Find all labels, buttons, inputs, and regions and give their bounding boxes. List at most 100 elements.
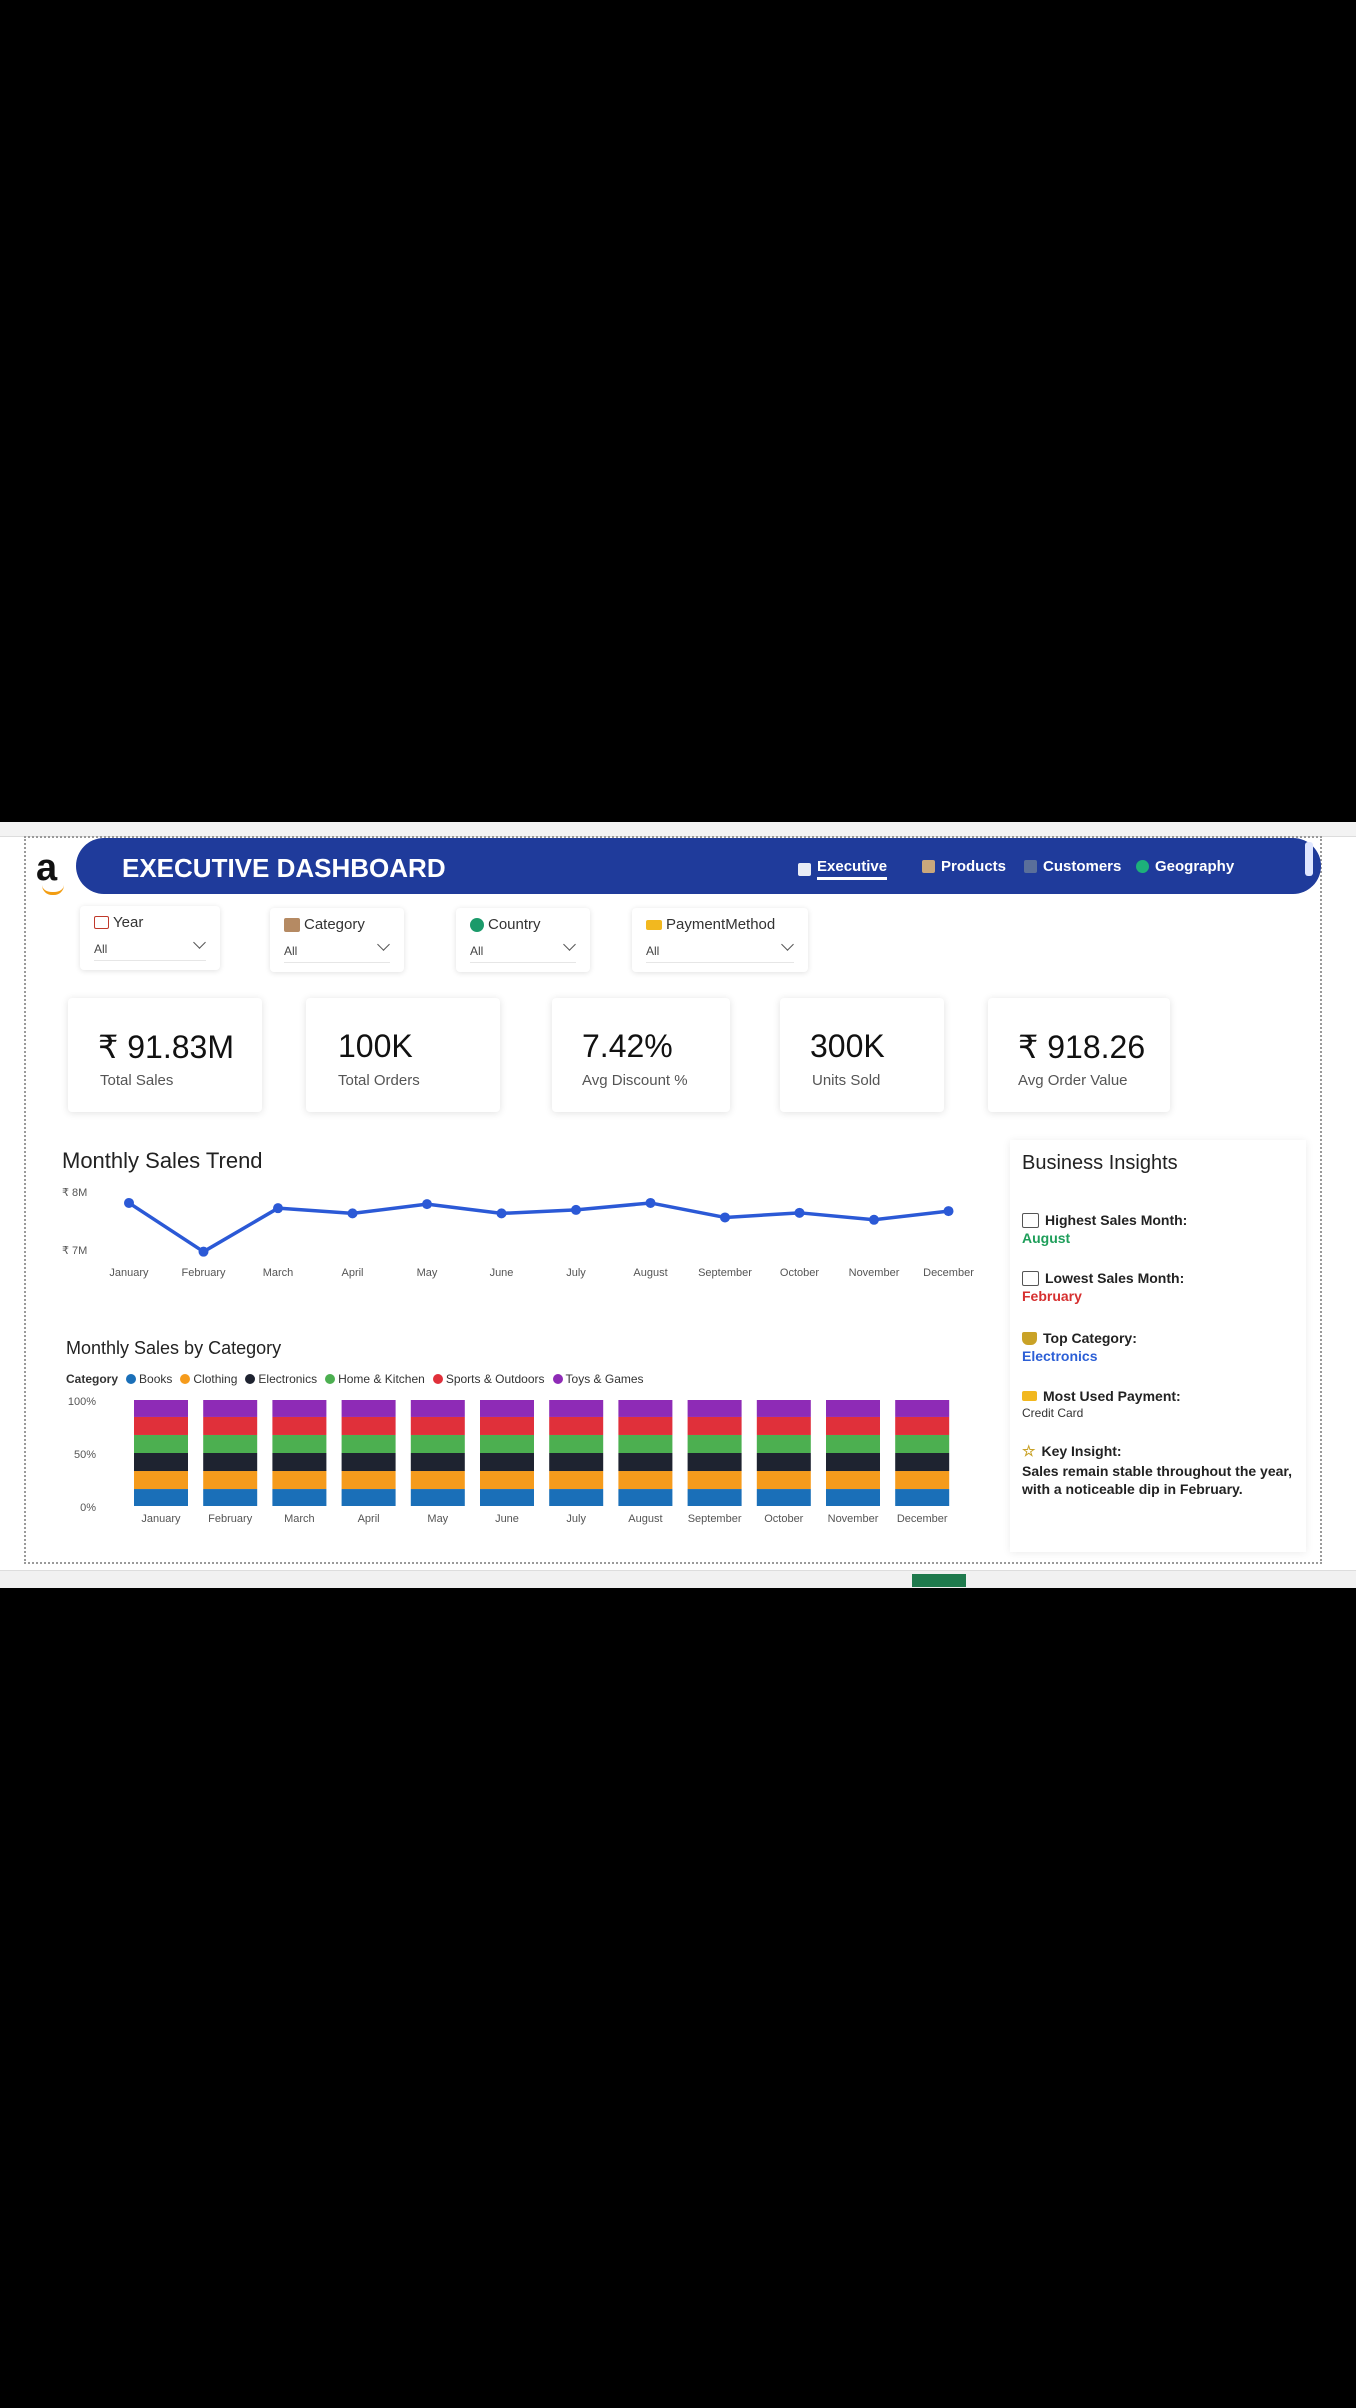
bar-segment[interactable]	[895, 1471, 950, 1490]
bar-segment[interactable]	[549, 1489, 604, 1506]
data-point[interactable]	[422, 1199, 432, 1210]
bar-segment[interactable]	[549, 1434, 604, 1453]
data-point[interactable]	[943, 1206, 954, 1217]
bar-segment[interactable]	[549, 1453, 604, 1472]
bar-segment[interactable]	[203, 1416, 258, 1435]
bar-segment[interactable]	[895, 1416, 950, 1435]
bar-segment[interactable]	[203, 1453, 258, 1472]
data-point[interactable]	[273, 1203, 283, 1214]
bar-segment[interactable]	[687, 1416, 742, 1435]
bar-segment[interactable]	[549, 1400, 604, 1417]
bar-segment[interactable]	[480, 1400, 534, 1417]
bar-segment[interactable]	[272, 1434, 327, 1453]
bar-segment[interactable]	[549, 1471, 604, 1490]
bar-segment[interactable]	[410, 1471, 465, 1490]
bar-segment[interactable]	[341, 1434, 396, 1453]
legend-item[interactable]: Home & Kitchen	[325, 1372, 425, 1386]
bar-segment[interactable]	[203, 1400, 258, 1417]
bar-segment[interactable]	[341, 1471, 396, 1490]
bar-segment[interactable]	[687, 1400, 742, 1417]
bar-segment[interactable]	[756, 1416, 811, 1435]
bar-segment[interactable]	[687, 1434, 742, 1453]
data-point[interactable]	[794, 1207, 805, 1218]
bar-segment[interactable]	[756, 1453, 811, 1472]
bar-segment[interactable]	[687, 1471, 742, 1490]
legend-item[interactable]: Clothing	[180, 1372, 237, 1386]
payment-method-slicer[interactable]: PaymentMethod All	[632, 908, 808, 972]
bar-segment[interactable]	[134, 1453, 188, 1472]
bar-segment[interactable]	[341, 1489, 396, 1506]
bar-segment[interactable]	[410, 1400, 465, 1417]
bar-segment[interactable]	[203, 1489, 258, 1506]
bar-segment[interactable]	[272, 1489, 327, 1506]
data-point[interactable]	[645, 1197, 656, 1208]
bar-segment[interactable]	[134, 1489, 188, 1506]
data-point[interactable]	[496, 1208, 507, 1219]
bar-segment[interactable]	[341, 1400, 396, 1417]
bar-segment[interactable]	[756, 1471, 811, 1490]
bar-segment[interactable]	[410, 1416, 465, 1435]
bar-segment[interactable]	[480, 1416, 534, 1435]
bar-segment[interactable]	[134, 1434, 188, 1453]
bar-segment[interactable]	[895, 1434, 950, 1453]
data-point[interactable]	[571, 1204, 581, 1215]
bar-segment[interactable]	[826, 1416, 880, 1435]
bar-segment[interactable]	[203, 1434, 258, 1453]
legend-item[interactable]: Sports & Outdoors	[432, 1372, 545, 1386]
bar-segment[interactable]	[687, 1453, 742, 1472]
bar-segment[interactable]	[756, 1489, 811, 1506]
bar-segment[interactable]	[895, 1400, 950, 1417]
bar-segment[interactable]	[826, 1400, 880, 1417]
bar-segment[interactable]	[549, 1416, 604, 1435]
tab-executive[interactable]: Executive	[798, 858, 888, 880]
tab-customers[interactable]: Customers	[1024, 858, 1121, 875]
bar-segment[interactable]	[618, 1471, 673, 1490]
bar-segment[interactable]	[410, 1434, 465, 1453]
bar-segment[interactable]	[618, 1453, 673, 1472]
bar-segment[interactable]	[341, 1416, 396, 1435]
bar-segment[interactable]	[826, 1453, 880, 1472]
bar-segment[interactable]	[341, 1453, 396, 1472]
bar-segment[interactable]	[272, 1400, 327, 1417]
bar-segment[interactable]	[134, 1471, 188, 1490]
scroll-handle[interactable]	[1305, 842, 1313, 876]
data-point[interactable]	[198, 1246, 209, 1257]
legend-item[interactable]: Books	[126, 1372, 172, 1386]
bar-segment[interactable]	[618, 1400, 673, 1417]
bar-segment[interactable]	[272, 1471, 327, 1490]
bar-segment[interactable]	[272, 1416, 327, 1435]
bar-segment[interactable]	[756, 1434, 811, 1453]
country-slicer[interactable]: Country All	[456, 908, 590, 972]
bar-segment[interactable]	[826, 1471, 880, 1490]
bar-segment[interactable]	[203, 1471, 258, 1490]
bar-segment[interactable]	[826, 1489, 880, 1506]
page-tab[interactable]	[912, 1574, 966, 1587]
bar-segment[interactable]	[134, 1400, 188, 1417]
data-point[interactable]	[124, 1197, 134, 1208]
bar-segment[interactable]	[618, 1434, 673, 1453]
legend-item[interactable]: Toys & Games	[552, 1372, 644, 1386]
bar-segment[interactable]	[480, 1489, 534, 1506]
data-point[interactable]	[869, 1214, 879, 1225]
data-point[interactable]	[720, 1212, 730, 1223]
bar-segment[interactable]	[895, 1489, 950, 1506]
bar-segment[interactable]	[410, 1453, 465, 1472]
bar-segment[interactable]	[618, 1416, 673, 1435]
tab-geography[interactable]: Geography	[1136, 858, 1234, 875]
bar-segment[interactable]	[480, 1471, 534, 1490]
bar-segment[interactable]	[618, 1489, 673, 1506]
bar-segment[interactable]	[687, 1489, 742, 1506]
category-slicer[interactable]: Category All	[270, 908, 404, 972]
tab-products[interactable]: Products	[922, 858, 1006, 875]
legend-item[interactable]: Electronics	[245, 1372, 317, 1386]
bar-segment[interactable]	[480, 1453, 534, 1472]
bar-segment[interactable]	[756, 1400, 811, 1417]
year-slicer[interactable]: Year All	[80, 906, 220, 970]
bar-segment[interactable]	[410, 1489, 465, 1506]
bar-segment[interactable]	[272, 1453, 327, 1472]
data-point[interactable]	[347, 1208, 358, 1219]
bar-segment[interactable]	[895, 1453, 950, 1472]
bar-segment[interactable]	[480, 1434, 534, 1453]
bar-segment[interactable]	[826, 1434, 880, 1453]
bar-segment[interactable]	[134, 1416, 188, 1435]
